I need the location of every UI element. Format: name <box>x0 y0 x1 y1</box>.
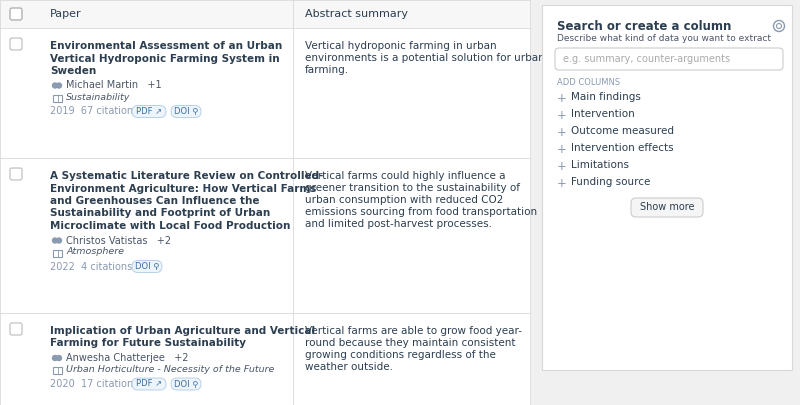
Text: Outcome measured: Outcome measured <box>571 126 674 136</box>
Text: and limited post-harvest processes.: and limited post-harvest processes. <box>305 219 492 229</box>
Text: farming.: farming. <box>305 65 349 75</box>
Circle shape <box>53 356 58 360</box>
Text: ADD COLUMNS: ADD COLUMNS <box>557 78 620 87</box>
FancyBboxPatch shape <box>555 48 783 70</box>
Text: +: + <box>557 92 567 105</box>
Bar <box>0 0 530 28</box>
FancyBboxPatch shape <box>10 8 22 20</box>
Text: e.g. summary, counter-arguments: e.g. summary, counter-arguments <box>563 54 730 64</box>
Text: Sweden: Sweden <box>50 66 96 76</box>
Text: +: + <box>557 177 567 190</box>
FancyBboxPatch shape <box>171 378 201 390</box>
Circle shape <box>57 238 62 243</box>
Text: Sustainability and Footprint of Urban: Sustainability and Footprint of Urban <box>50 209 270 219</box>
Text: Michael Martin   +1: Michael Martin +1 <box>66 81 162 90</box>
Text: greener transition to the sustainability of: greener transition to the sustainability… <box>305 183 520 193</box>
Text: Anwesha Chatterjee   +2: Anwesha Chatterjee +2 <box>66 353 189 363</box>
Text: +: + <box>557 109 567 122</box>
FancyBboxPatch shape <box>631 198 703 217</box>
Text: round because they maintain consistent: round because they maintain consistent <box>305 338 515 348</box>
Text: DOI ⚲: DOI ⚲ <box>174 107 198 116</box>
Text: Microclimate with Local Food Production: Microclimate with Local Food Production <box>50 221 290 231</box>
Bar <box>53 249 62 256</box>
Text: Paper: Paper <box>50 9 82 19</box>
Text: Environmental Assessment of an Urban: Environmental Assessment of an Urban <box>50 41 282 51</box>
Text: +: + <box>557 143 567 156</box>
Bar <box>0 158 530 313</box>
Text: weather outside.: weather outside. <box>305 362 393 372</box>
FancyBboxPatch shape <box>10 38 22 50</box>
Bar <box>53 94 62 102</box>
Text: Farming for Future Sustainability: Farming for Future Sustainability <box>50 339 246 348</box>
FancyBboxPatch shape <box>171 105 201 117</box>
Bar <box>542 5 792 370</box>
FancyBboxPatch shape <box>10 323 22 335</box>
Text: Sustainability: Sustainability <box>66 92 130 102</box>
Bar <box>53 367 62 374</box>
Bar <box>0 313 530 405</box>
Text: Vertical farms could highly influence a: Vertical farms could highly influence a <box>305 171 506 181</box>
Text: Abstract summary: Abstract summary <box>305 9 408 19</box>
Text: DOI ⚲: DOI ⚲ <box>174 379 198 388</box>
Text: Environment Agriculture: How Vertical Farms: Environment Agriculture: How Vertical Fa… <box>50 183 316 194</box>
Text: Intervention effects: Intervention effects <box>571 143 674 153</box>
FancyBboxPatch shape <box>132 260 162 273</box>
Circle shape <box>53 83 58 88</box>
Text: Main findings: Main findings <box>571 92 641 102</box>
Text: Vertical hydroponic farming in urban: Vertical hydroponic farming in urban <box>305 41 497 51</box>
FancyBboxPatch shape <box>132 378 166 390</box>
Text: +: + <box>557 126 567 139</box>
Text: Intervention: Intervention <box>571 109 634 119</box>
Text: 2020  17 citations: 2020 17 citations <box>50 379 138 389</box>
Text: urban consumption with reduced CO2: urban consumption with reduced CO2 <box>305 195 503 205</box>
Text: 2022  4 citations: 2022 4 citations <box>50 262 132 271</box>
Text: Limitations: Limitations <box>571 160 629 170</box>
Text: Funding source: Funding source <box>571 177 650 187</box>
Bar <box>0 28 530 158</box>
Text: Atmosphere: Atmosphere <box>66 247 124 256</box>
Text: PDF ↗: PDF ↗ <box>136 107 162 116</box>
Text: Vertical farms are able to grow food year-: Vertical farms are able to grow food yea… <box>305 326 522 336</box>
Text: Describe what kind of data you want to extract: Describe what kind of data you want to e… <box>557 34 771 43</box>
Text: +: + <box>557 160 567 173</box>
Text: Search or create a column: Search or create a column <box>557 20 731 33</box>
Text: 2019  67 citations: 2019 67 citations <box>50 107 138 117</box>
Text: Show more: Show more <box>640 202 694 213</box>
Text: Vertical Hydroponic Farming System in: Vertical Hydroponic Farming System in <box>50 53 280 64</box>
Bar <box>0 0 530 405</box>
Text: environments is a potential solution for urban: environments is a potential solution for… <box>305 53 545 63</box>
FancyBboxPatch shape <box>132 105 166 117</box>
FancyBboxPatch shape <box>10 168 22 180</box>
Text: growing conditions regardless of the: growing conditions regardless of the <box>305 350 496 360</box>
Text: emissions sourcing from food transportation: emissions sourcing from food transportat… <box>305 207 537 217</box>
Text: Implication of Urban Agriculture and Vertical: Implication of Urban Agriculture and Ver… <box>50 326 315 336</box>
Text: A Systematic Literature Review on Controlled-: A Systematic Literature Review on Contro… <box>50 171 323 181</box>
Circle shape <box>57 83 62 88</box>
Text: PDF ↗: PDF ↗ <box>136 379 162 388</box>
Text: DOI ⚲: DOI ⚲ <box>135 262 159 271</box>
Text: and Greenhouses Can Influence the: and Greenhouses Can Influence the <box>50 196 259 206</box>
Text: Christos Vatistas   +2: Christos Vatistas +2 <box>66 235 171 245</box>
Text: Urban Horticulture - Necessity of the Future: Urban Horticulture - Necessity of the Fu… <box>66 365 274 374</box>
Circle shape <box>53 238 58 243</box>
Circle shape <box>57 356 62 360</box>
